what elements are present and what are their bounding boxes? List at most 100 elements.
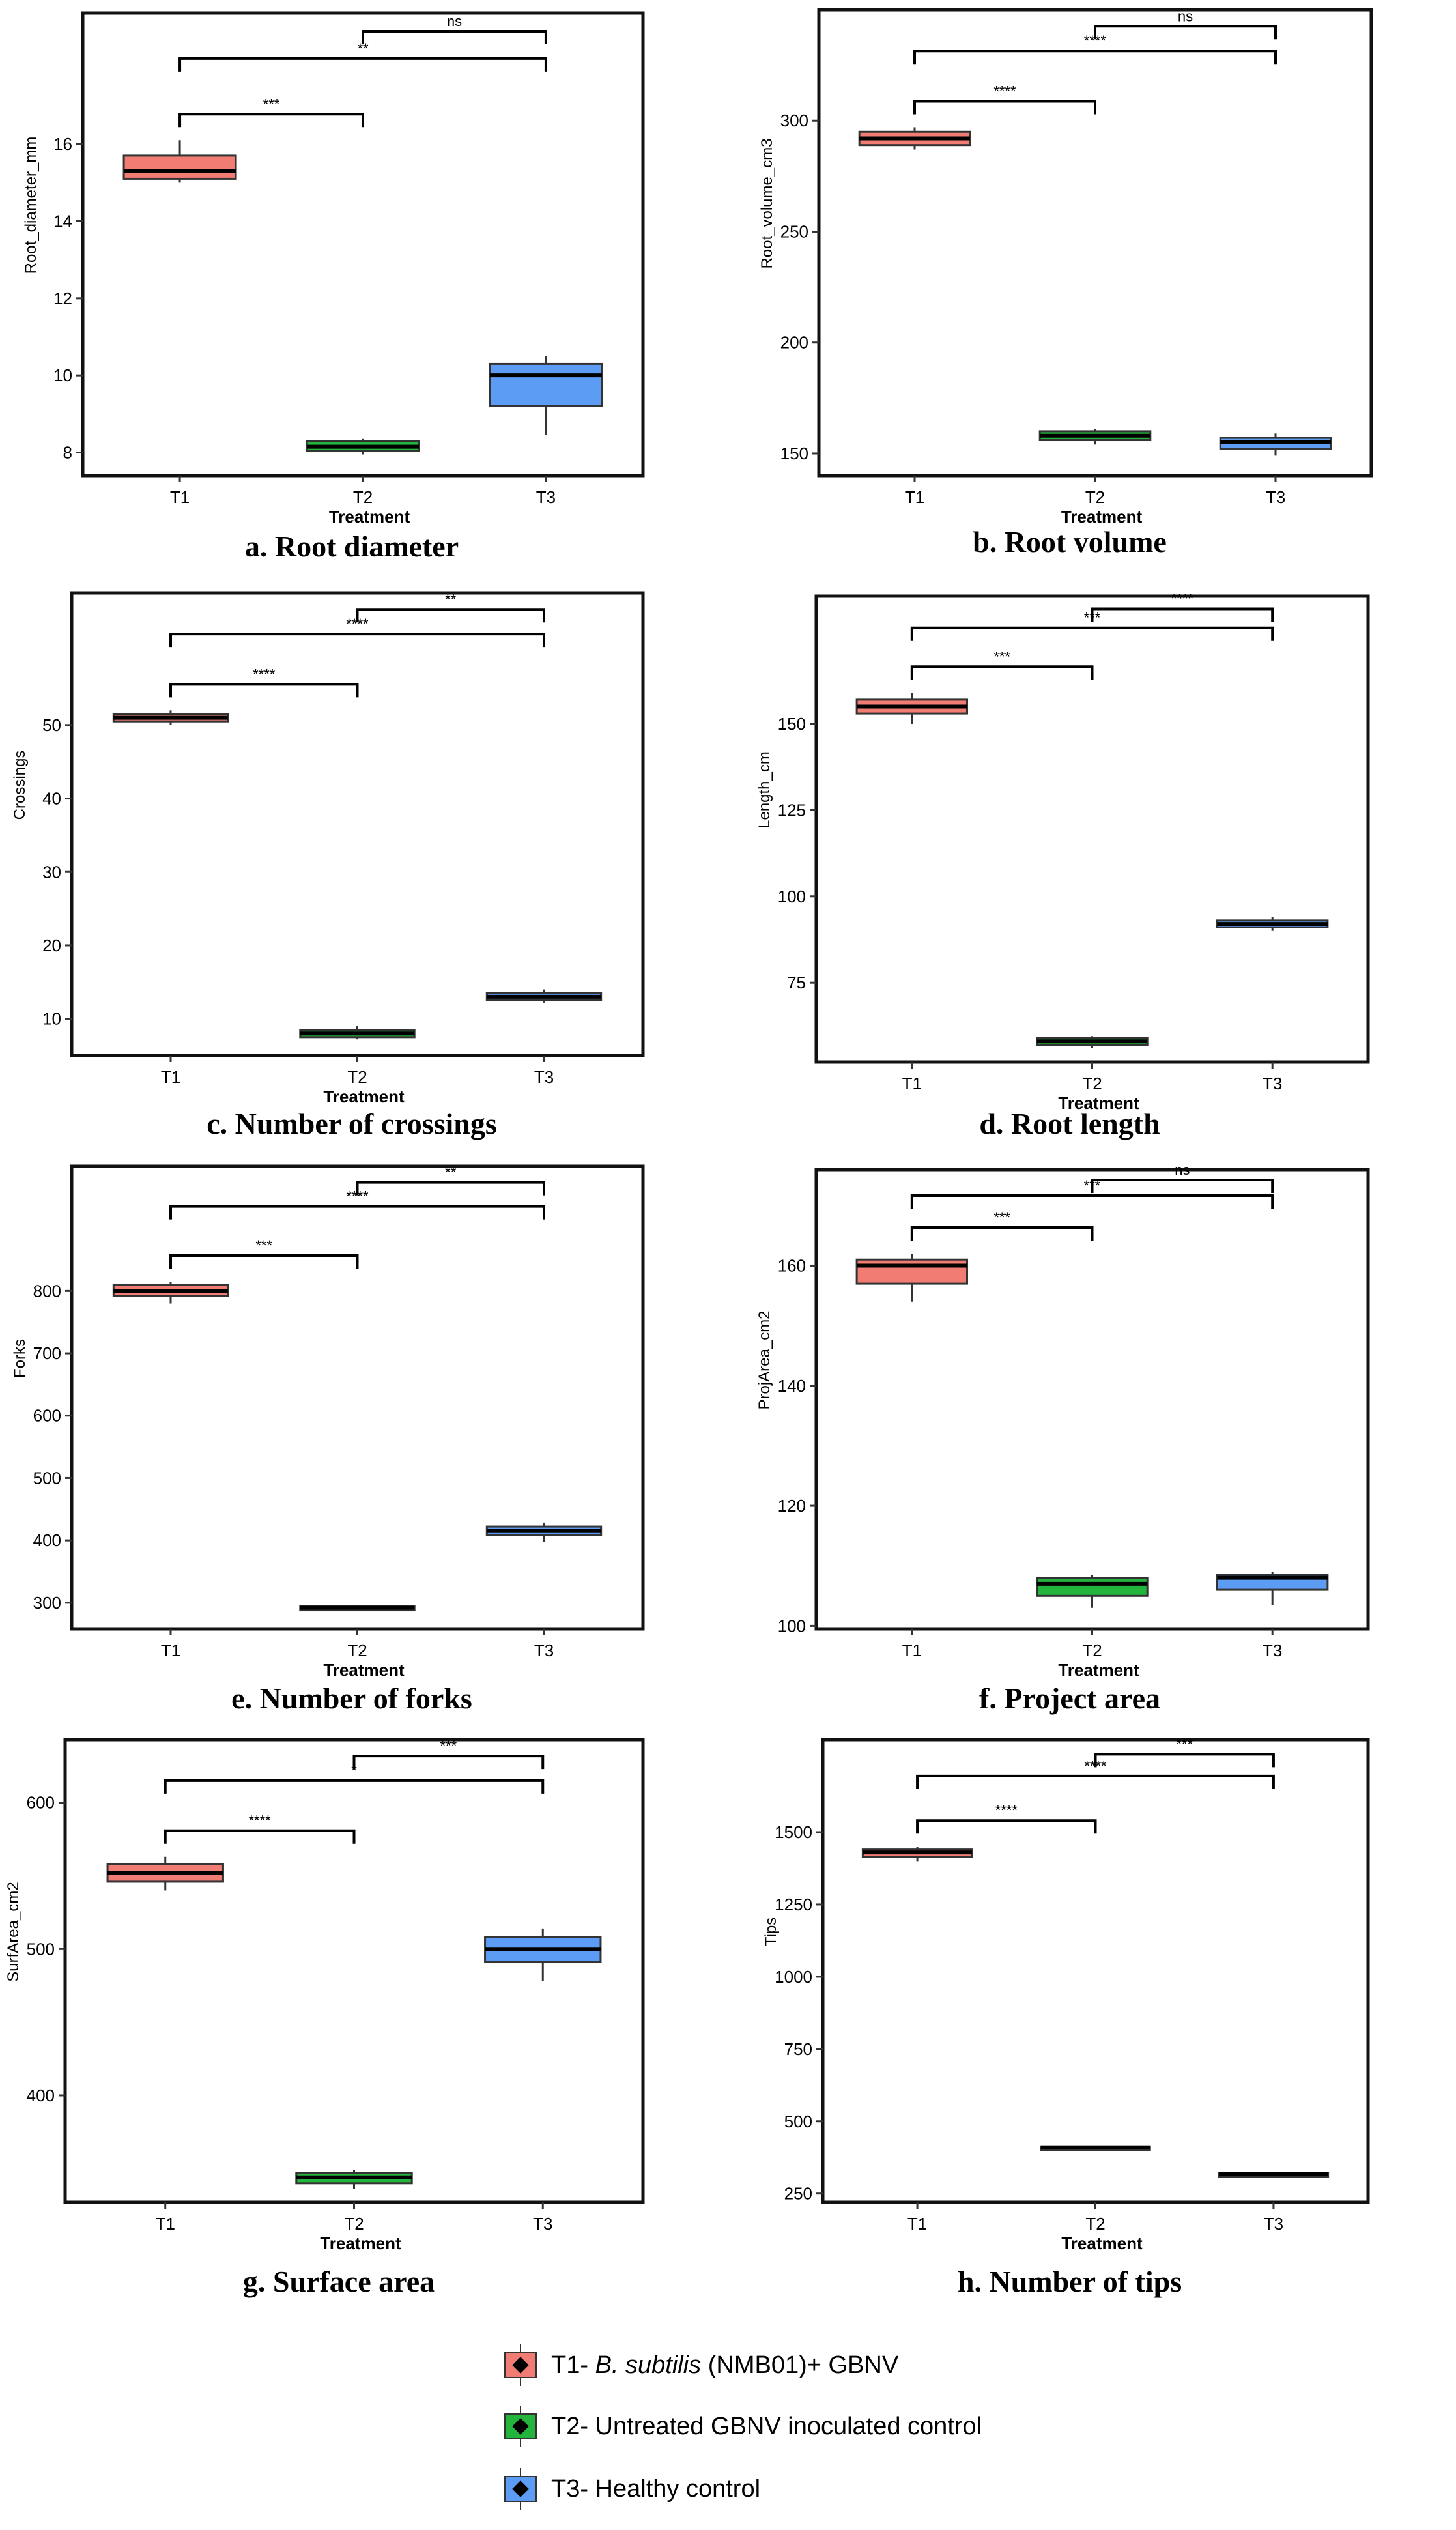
y-tick-label: 500 (784, 2112, 812, 2131)
legend-key-t1 (502, 2344, 539, 2386)
significance-bracket: *** (910, 1209, 1094, 1241)
x-tick-label-t1: T1 (156, 2214, 175, 2234)
y-axis-label: Crossings (11, 751, 29, 820)
box-t2 (1036, 1575, 1149, 1608)
y-axis-label: Root_volume_cm3 (758, 138, 776, 268)
y-tick-label: 300 (33, 1593, 61, 1613)
x-axis-label: Treatment (329, 507, 410, 526)
box-t1 (855, 693, 969, 724)
bracket-line (913, 100, 1096, 115)
bracket-line (169, 683, 359, 698)
y-axis-label: Length_cm (756, 751, 773, 829)
y-tick-label: 14 (53, 212, 72, 231)
bracket-line (916, 1819, 1097, 1834)
significance-bracket: ns (362, 13, 547, 44)
significance-label: ns (1175, 1162, 1190, 1178)
box-t1 (855, 1254, 969, 1302)
x-tick-label-t2: T2 (347, 1067, 367, 1087)
significance-bracket: ** (356, 591, 545, 623)
x-tick-label-t1: T1 (902, 1641, 922, 1660)
x-axis-label: Treatment (320, 2234, 401, 2253)
significance-label: **** (248, 1813, 271, 1829)
y-tick-label: 1250 (775, 1895, 812, 1914)
x-tick-label-t1: T1 (905, 487, 924, 507)
y-tick-label: 10 (42, 1009, 61, 1029)
chart-svg-h: 250 500 750 1000 1250 1500 T1 T2 T3 Treatment Tips… (762, 1736, 1370, 2253)
box-t2 (295, 2170, 413, 2189)
y-tick-label: 300 (780, 111, 808, 130)
box-t1 (858, 127, 971, 150)
bracket-line (1094, 1753, 1275, 1768)
bracket-line (1091, 607, 1274, 622)
significance-label: *** (263, 96, 280, 112)
bracket-line (169, 1205, 545, 1220)
y-tick-label: 8 (63, 443, 72, 463)
y-axis-label: Tips (762, 1918, 780, 1946)
x-tick-label-t3: T3 (534, 1641, 554, 1660)
x-tick-label-t3: T3 (1263, 1074, 1282, 1093)
y-tick-label: 140 (778, 1376, 806, 1396)
significance-label: **** (995, 1802, 1018, 1818)
significance-label: *** (440, 1738, 457, 1754)
box-t2 (299, 1026, 416, 1040)
bracket-line (178, 57, 547, 72)
bracket-line (910, 665, 1094, 680)
significance-bracket: *** (169, 1237, 359, 1269)
significance-bracket: ns (1091, 1162, 1274, 1194)
significance-bracket: **** (1091, 590, 1274, 622)
bracket-line (169, 1254, 359, 1269)
chart-panel-c: 10 20 30 40 50 T1 T2 T3 Treatment Crossings **** **… (11, 591, 666, 1114)
x-tick-label-t3: T3 (534, 1067, 554, 1087)
box-t3 (1216, 1572, 1329, 1605)
y-tick-label: 500 (33, 1468, 61, 1488)
significance-bracket: * (164, 1762, 545, 1794)
chart-svg-e: 300 400 500 600 700 800 T1 T2 T3 Treatment Forks **… (11, 1164, 645, 1680)
significance-label: ns (1178, 8, 1193, 24)
significance-label: ** (357, 40, 369, 57)
plot-frame (70, 591, 645, 1057)
y-tick-label: 150 (780, 444, 808, 463)
significance-label: **** (993, 83, 1016, 99)
y-tick-label: 800 (33, 1281, 61, 1301)
box-t1 (112, 1282, 229, 1304)
significance-label: ** (445, 1164, 457, 1181)
x-tick-label-t2: T2 (1085, 487, 1105, 507)
chart-panel-f: 100 120 140 160 T1 T2 T3 Treatment ProjArea_cm2 *… (733, 1162, 1384, 1688)
bracket-line (362, 29, 547, 44)
x-axis-label: Treatment (323, 1660, 405, 1680)
plot-frame (63, 1738, 645, 2204)
caption-b: b. Root volume (973, 525, 1167, 558)
significance-label: **** (1171, 590, 1194, 607)
x-tick-label-t3: T3 (536, 487, 556, 507)
x-tick-label-t3: T3 (1266, 487, 1285, 507)
box-t1 (122, 140, 237, 183)
bracket-line (352, 1755, 545, 1770)
y-tick-label: 20 (42, 936, 61, 955)
y-tick-label: 10 (53, 366, 72, 385)
y-tick-label: 400 (27, 2086, 55, 2105)
caption-g: g. Surface area (242, 2265, 435, 2298)
x-tick-label-t2: T2 (344, 2214, 364, 2234)
x-axis-label: Treatment (1061, 507, 1143, 526)
y-tick-label: 50 (42, 715, 61, 735)
significance-label: *** (993, 1209, 1010, 1226)
box-t1 (106, 1856, 224, 1891)
y-tick-label: 700 (33, 1344, 61, 1363)
caption-a: a. Root diameter (244, 530, 459, 563)
y-tick-label: 120 (778, 1496, 806, 1516)
y-tick-label: 500 (27, 1939, 55, 1959)
x-tick-label-t1: T1 (161, 1067, 180, 1087)
x-tick-label-t1: T1 (907, 2214, 927, 2234)
x-tick-label-t2: T2 (1082, 1641, 1102, 1660)
chart-panel-g: 400 500 600 T1 T2 T3 Treatment SurfArea_cm2 ****… (5, 1733, 666, 2254)
bracket-line (1091, 1179, 1274, 1194)
significance-bracket: **** (169, 666, 359, 698)
x-axis-label: Treatment (1061, 2234, 1143, 2253)
bracket-line (913, 50, 1278, 65)
y-tick-label: 1000 (775, 1967, 812, 1987)
box-t3 (485, 1523, 603, 1542)
y-axis-label: Forks (11, 1339, 29, 1378)
legend-label-t1: T1- B. subtilis (NMB01)+ GBNV (551, 2351, 899, 2379)
